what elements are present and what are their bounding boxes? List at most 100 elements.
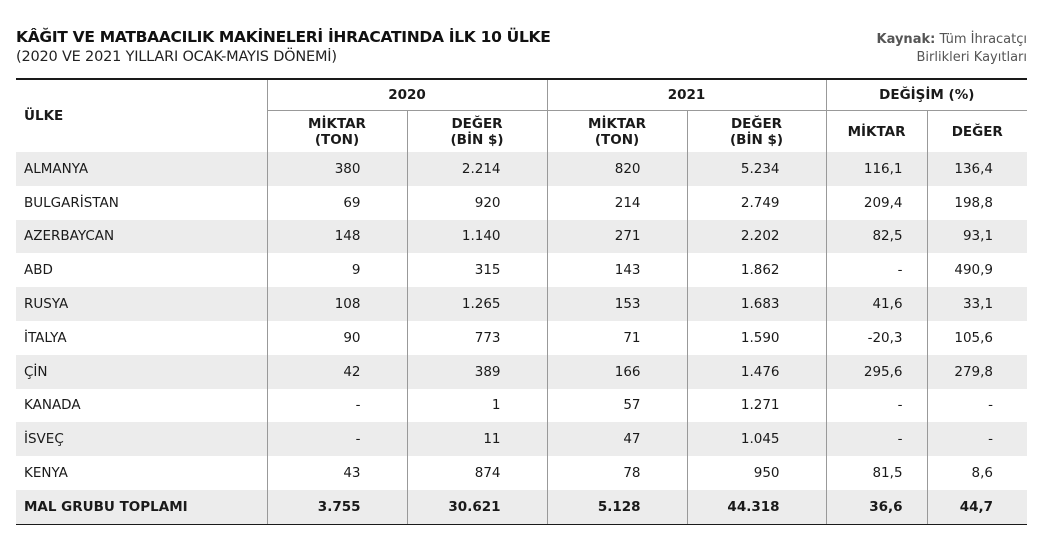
cell-change-miktar: - bbox=[825, 388, 928, 423]
group-header-2020: 2020 bbox=[266, 80, 548, 111]
source-label: Kaynak: bbox=[876, 32, 936, 47]
cell-2020-miktar: 69 bbox=[266, 185, 407, 220]
cell-2020-deger: 1 bbox=[406, 388, 548, 423]
cell-2020-deger: 920 bbox=[406, 185, 548, 220]
table-row: İSVEÇ - 11 47 1.045 - - bbox=[16, 422, 1028, 457]
total-2021-deger: 44.318 bbox=[686, 489, 827, 525]
cell-change-miktar: 81,5 bbox=[825, 456, 928, 490]
total-2021-miktar: 5.128 bbox=[546, 489, 688, 525]
cell-change-miktar: - bbox=[825, 253, 928, 288]
cell-change-miktar: 295,6 bbox=[825, 354, 928, 389]
cell-2020-miktar: - bbox=[266, 388, 407, 423]
cell-2021-miktar: 47 bbox=[546, 422, 688, 457]
cell-2020-deger: 1.140 bbox=[406, 219, 548, 254]
cell-change-miktar: -20,3 bbox=[825, 320, 928, 355]
cell-change-deger: 490,9 bbox=[926, 253, 1028, 288]
cell-2021-deger: 950 bbox=[686, 456, 827, 490]
cell-change-deger: 279,8 bbox=[926, 354, 1028, 389]
cell-2021-deger: 1.683 bbox=[686, 287, 827, 321]
cell-2021-deger: 2.749 bbox=[686, 185, 827, 220]
cell-2020-miktar: 42 bbox=[266, 354, 407, 389]
cell-2021-deger: 1.590 bbox=[686, 320, 827, 355]
total-2020-deger: 30.621 bbox=[406, 489, 548, 525]
header-2020-miktar: MİKTAR (TON) bbox=[266, 110, 407, 152]
cell-2021-deger: 1.476 bbox=[686, 354, 827, 389]
cell-2020-miktar: 108 bbox=[266, 287, 407, 321]
country-name: BULGARİSTAN bbox=[24, 194, 119, 211]
country-name: İSVEÇ bbox=[16, 422, 267, 457]
table-row: AZERBAYCAN 148 1.140 271 2.202 82,5 93,1 bbox=[16, 219, 1028, 254]
cell-2020-miktar: 90 bbox=[266, 320, 407, 355]
page-subtitle: (2020 VE 2021 YILLARI OCAK-MAYIS DÖNEMİ) bbox=[16, 49, 337, 65]
total-row: MAL GRUBU TOPLAMI 3.755 30.621 5.128 44.… bbox=[16, 489, 1028, 525]
total-change-miktar: 36,6 bbox=[825, 489, 928, 525]
cell-change-miktar: - bbox=[825, 422, 928, 457]
total-change-deger: 44,7 bbox=[926, 489, 1028, 525]
cell-2020-deger: 773 bbox=[406, 320, 548, 355]
cell-change-deger: - bbox=[926, 422, 1028, 457]
country-name: ABD bbox=[24, 262, 53, 279]
cell-2020-deger: 2.214 bbox=[406, 152, 548, 186]
cell-2020-miktar: 380 bbox=[266, 152, 407, 186]
page-title: KÂĞIT VE MATBAACILIK MAKİNELERİ İHRACATI… bbox=[16, 28, 551, 46]
table-row: ABD 9 315 143 1.862 - 490,9 bbox=[16, 253, 1028, 288]
table-row: KENYA 43 874 78 950 81,5 8,6 bbox=[16, 456, 1028, 490]
cell-2020-deger: 11 bbox=[406, 422, 548, 457]
cell-2021-miktar: 166 bbox=[546, 354, 688, 389]
cell-change-miktar: 82,5 bbox=[825, 219, 928, 254]
table-row: BULGARİSTAN 69 920 214 2.749 209,4 198,8 bbox=[16, 185, 1028, 220]
header-2021-deger: DEĞER (BİN $) bbox=[686, 110, 827, 152]
top-rule bbox=[16, 78, 1027, 80]
cell-change-deger: 136,4 bbox=[926, 152, 1028, 186]
table-row: ALMANYA 380 2.214 820 5.234 116,1 136,4 bbox=[16, 152, 1028, 186]
cell-change-miktar: 41,6 bbox=[825, 287, 928, 321]
cell-change-deger: 105,6 bbox=[926, 320, 1028, 355]
cell-change-miktar: 209,4 bbox=[825, 185, 928, 220]
cell-2021-deger: 2.202 bbox=[686, 219, 827, 254]
cell-change-deger: 93,1 bbox=[926, 219, 1028, 254]
table-row: RUSYA 108 1.265 153 1.683 41,6 33,1 bbox=[16, 287, 1028, 321]
cell-2021-miktar: 57 bbox=[546, 388, 688, 423]
cell-2020-miktar: 43 bbox=[266, 456, 407, 490]
cell-2021-deger: 1.862 bbox=[686, 253, 827, 288]
cell-change-deger: 8,6 bbox=[926, 456, 1028, 490]
cell-2021-miktar: 78 bbox=[546, 456, 688, 490]
table-row: ÇİN 42 389 166 1.476 295,6 279,8 bbox=[16, 354, 1028, 389]
cell-2021-miktar: 143 bbox=[546, 253, 688, 288]
country-name: KENYA bbox=[24, 465, 68, 482]
table-row: KANADA - 1 57 1.271 - - bbox=[16, 388, 1028, 423]
cell-2020-miktar: - bbox=[266, 422, 407, 457]
country-name: RUSYA bbox=[16, 287, 267, 321]
cell-2021-miktar: 153 bbox=[546, 287, 688, 321]
header-change-deger: DEĞER bbox=[926, 110, 1028, 152]
cell-2020-deger: 874 bbox=[406, 456, 548, 490]
total-label: MAL GRUBU TOPLAMI bbox=[16, 489, 267, 525]
total-2020-miktar: 3.755 bbox=[266, 489, 407, 525]
cell-2021-miktar: 214 bbox=[546, 185, 688, 220]
export-table: ÜLKE 2020 2021 DEĞİŞİM (%) MİKTAR (TON) D… bbox=[16, 80, 1028, 525]
source-line-2: Birlikleri Kayıtları bbox=[916, 50, 1027, 65]
cell-2021-miktar: 271 bbox=[546, 219, 688, 254]
source-note: Kaynak: Tüm İhracatçı Birlikleri Kayıtla… bbox=[877, 31, 1027, 67]
header-2021-miktar: MİKTAR (TON) bbox=[546, 110, 688, 152]
cell-change-miktar: 116,1 bbox=[825, 152, 928, 186]
cell-2021-deger: 1.045 bbox=[686, 422, 827, 457]
header-change-miktar: MİKTAR bbox=[825, 110, 928, 152]
cell-2020-deger: 1.265 bbox=[406, 287, 548, 321]
cell-2020-miktar: 148 bbox=[266, 219, 407, 254]
country-name: AZERBAYCAN bbox=[16, 219, 267, 254]
cell-change-deger: 33,1 bbox=[926, 287, 1028, 321]
source-line-1: Tüm İhracatçı bbox=[939, 32, 1027, 47]
table-row: İTALYA 90 773 71 1.590 -20,3 105,6 bbox=[16, 320, 1028, 355]
cell-2021-deger: 1.271 bbox=[686, 388, 827, 423]
header-2020-deger: DEĞER (BİN $) bbox=[406, 110, 548, 152]
country-name: İTALYA bbox=[24, 329, 67, 346]
cell-2021-deger: 5.234 bbox=[686, 152, 827, 186]
group-header-change: DEĞİŞİM (%) bbox=[825, 80, 1028, 111]
country-name: KANADA bbox=[24, 397, 81, 414]
cell-change-deger: - bbox=[926, 388, 1028, 423]
country-name: ALMANYA bbox=[16, 152, 267, 186]
cell-2021-miktar: 820 bbox=[546, 152, 688, 186]
country-name: ÇİN bbox=[16, 354, 267, 389]
group-header-2021: 2021 bbox=[546, 80, 827, 111]
